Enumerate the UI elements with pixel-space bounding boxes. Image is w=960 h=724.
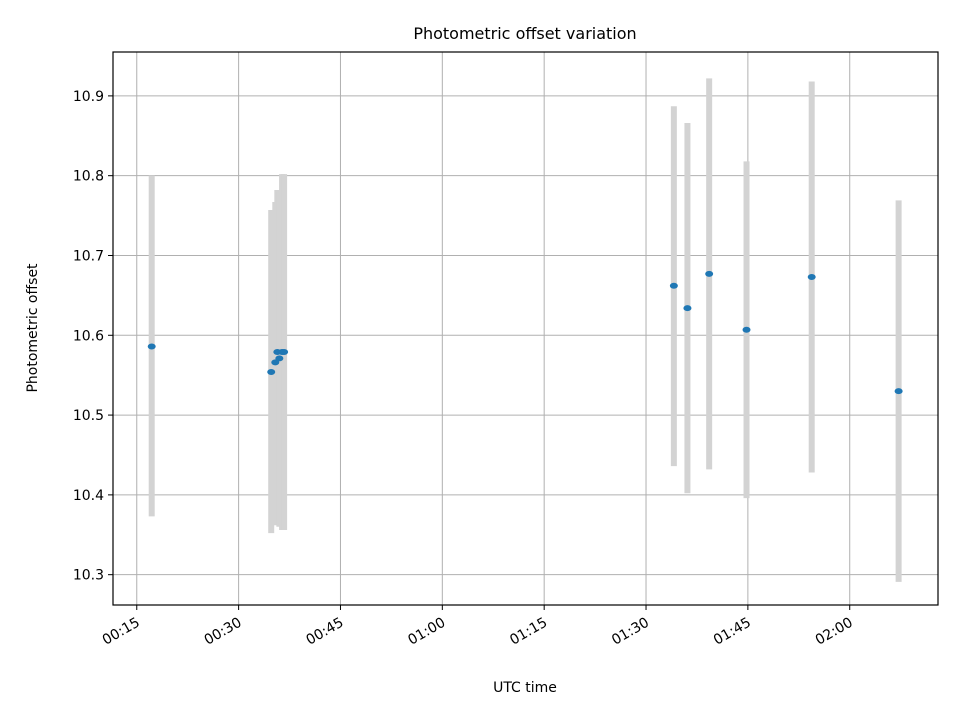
- plot-frame: [112, 51, 939, 606]
- grid: [113, 52, 938, 605]
- y-tick-label: 10.7: [73, 248, 104, 264]
- data-point: [275, 355, 284, 362]
- x-tick-label: 00:30: [202, 615, 245, 649]
- y-axis-label: Photometric offset: [25, 263, 41, 393]
- x-axis-label: UTC time: [493, 680, 557, 696]
- x-tick-label: 01:45: [711, 615, 754, 649]
- data-point: [669, 282, 678, 289]
- y-tick-label: 10.4: [73, 488, 104, 504]
- error-bars: [148, 78, 902, 582]
- data-point: [683, 305, 692, 312]
- data-point: [147, 343, 156, 350]
- x-tick-label: 00:15: [100, 615, 143, 649]
- data-point: [705, 270, 714, 277]
- y-tick-label: 10.3: [73, 568, 104, 584]
- x-tick-label: 02:00: [813, 615, 856, 649]
- x-tick-label: 01:30: [609, 615, 652, 649]
- y-tick-label: 10.9: [73, 89, 104, 105]
- data-points: [147, 270, 903, 395]
- chart-title: Photometric offset variation: [413, 24, 636, 43]
- x-tick-label: 01:00: [405, 615, 448, 649]
- y-tick-label: 10.6: [73, 328, 104, 344]
- data-point: [267, 368, 276, 375]
- x-tick-label: 01:15: [507, 615, 550, 649]
- data-point: [807, 274, 816, 281]
- data-point: [280, 349, 289, 356]
- x-tick-label: 00:45: [304, 615, 347, 649]
- y-axis-ticks: 10.3 10.4 10.5 10.6 10.7 10.8 10.9: [73, 89, 113, 584]
- data-point: [894, 388, 903, 395]
- data-point: [742, 326, 751, 333]
- y-tick-label: 10.8: [73, 169, 104, 185]
- x-axis-ticks: 00:15 00:30 00:45 01:00 01:15 01:30 01:45 02:00: [100, 605, 856, 649]
- y-tick-label: 10.5: [73, 408, 104, 424]
